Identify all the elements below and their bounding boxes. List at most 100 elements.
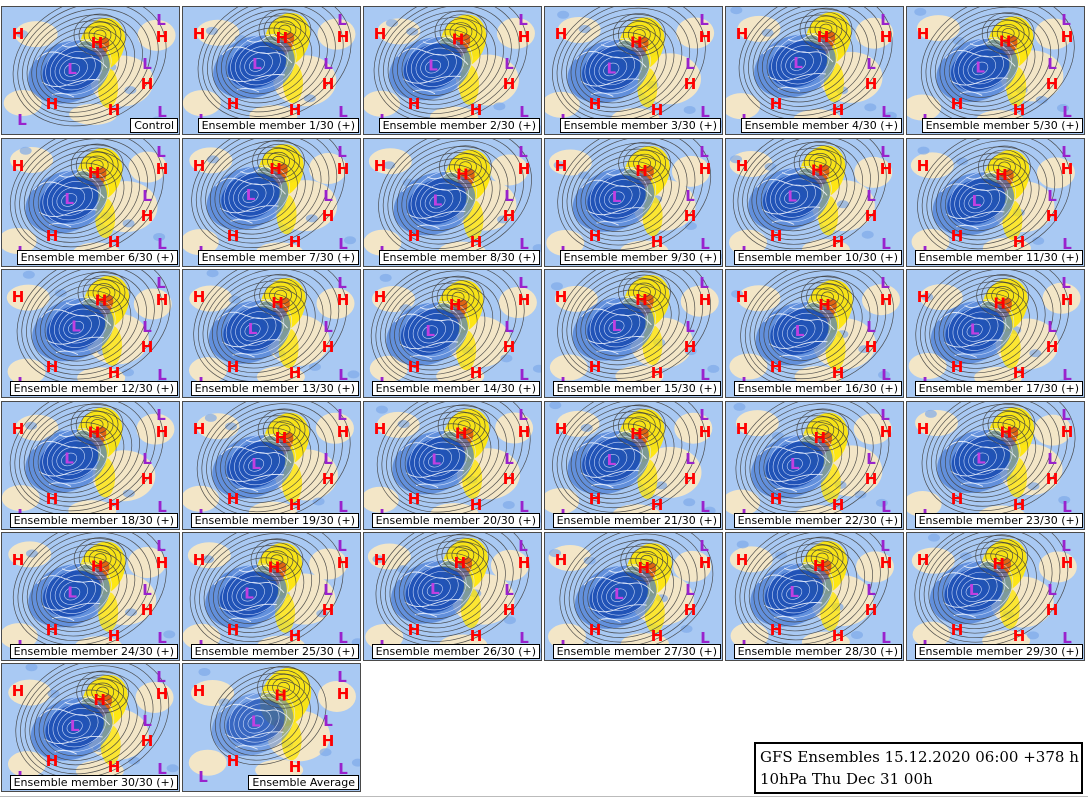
high-pressure-marker: H [227,621,240,639]
panel-label: Ensemble member 6/30 (+) [16,250,178,265]
high-pressure-marker: H [454,554,467,572]
panel-label: Ensemble member 30/30 (+) [9,775,178,790]
high-pressure-marker: H [227,227,240,245]
low-pressure-marker: L [685,450,695,468]
low-pressure-marker: L [880,274,890,292]
high-pressure-marker: H [699,554,712,572]
high-pressure-marker: H [503,601,516,619]
low-pressure-marker: L [142,712,152,730]
high-pressure-marker: H [322,470,335,488]
low-pressure-marker: L [881,366,891,384]
panel-label: Ensemble member 8/30 (+) [378,250,540,265]
low-pressure-marker: L [699,537,709,555]
low-pressure-marker: L [881,103,891,121]
low-pressure-marker: L [866,318,876,336]
high-pressure-marker: H [736,551,749,569]
high-pressure-marker: H [684,470,697,488]
high-pressure-marker: H [1046,470,1059,488]
low-pressure-marker: L [880,406,890,424]
low-pressure-marker: L [518,537,528,555]
high-pressure-marker: H [1061,423,1074,441]
high-pressure-marker: H [1061,291,1074,309]
low-pressure-marker: L [323,55,333,73]
low-pressure-marker: L [337,537,347,555]
high-pressure-marker: H [46,752,59,770]
high-pressure-marker: H [951,358,964,376]
high-pressure-marker: H [503,75,516,93]
low-pressure-marker: L [866,581,876,599]
low-pressure-marker: L [337,668,347,686]
high-pressure-marker: H [917,420,930,438]
high-pressure-marker: H [637,559,650,577]
high-pressure-marker: H [337,160,350,178]
panel-label: Ensemble member 11/30 (+) [914,250,1083,265]
high-pressure-marker: H [1000,423,1013,441]
low-pressure-marker: L [969,581,979,599]
panel-label: Ensemble member 24/30 (+) [9,644,178,659]
low-pressure-marker: L [157,103,167,121]
low-pressure-marker: L [323,187,333,205]
high-pressure-marker: H [452,31,465,49]
panel-label: Ensemble member 27/30 (+) [552,644,721,659]
low-pressure-marker: L [67,584,77,602]
high-pressure-marker: H [12,551,25,569]
high-pressure-marker: H [374,288,387,306]
high-pressure-marker: H [880,160,893,178]
forecast-info-box: GFS Ensembles 15.12.2020 06:00 +378 h 10… [754,742,1083,794]
high-pressure-marker: H [1013,101,1026,119]
panel-label: Ensemble member 7/30 (+) [197,250,359,265]
high-pressure-marker: H [992,555,1005,573]
low-pressure-marker: L [504,318,514,336]
low-pressure-marker: L [142,55,152,73]
high-pressure-marker: H [274,686,287,704]
high-pressure-marker: H [770,490,783,508]
low-pressure-marker: L [425,322,435,340]
low-pressure-marker: L [142,450,152,468]
panel-label: Ensemble member 14/30 (+) [371,381,540,396]
high-pressure-marker: H [684,75,697,93]
high-pressure-marker: H [555,288,568,306]
high-pressure-marker: H [811,161,824,179]
high-pressure-marker: H [770,95,783,113]
low-pressure-marker: L [338,760,348,778]
low-pressure-marker: L [518,406,528,424]
low-pressure-marker: L [244,585,254,603]
low-pressure-marker: L [338,103,348,121]
low-pressure-marker: L [972,192,982,210]
high-pressure-marker: H [589,621,602,639]
high-pressure-marker: H [322,75,335,93]
low-pressure-marker: L [880,143,890,161]
bottom-divider [0,796,1088,797]
low-pressure-marker: L [970,321,980,339]
panel-label: Ensemble member 17/30 (+) [914,381,1083,396]
high-pressure-marker: H [503,470,516,488]
high-pressure-marker: H [993,295,1006,313]
high-pressure-marker: H [699,28,712,46]
high-pressure-marker: H [337,423,350,441]
high-pressure-marker: H [322,601,335,619]
high-pressure-marker: H [88,164,101,182]
high-pressure-marker: H [880,291,893,309]
map-panel: H H H H H H L L L L L Ensemble Average [182,663,361,792]
low-pressure-marker: L [157,235,167,253]
high-pressure-marker: H [108,758,121,776]
panel-label: Ensemble member 26/30 (+) [371,644,540,659]
